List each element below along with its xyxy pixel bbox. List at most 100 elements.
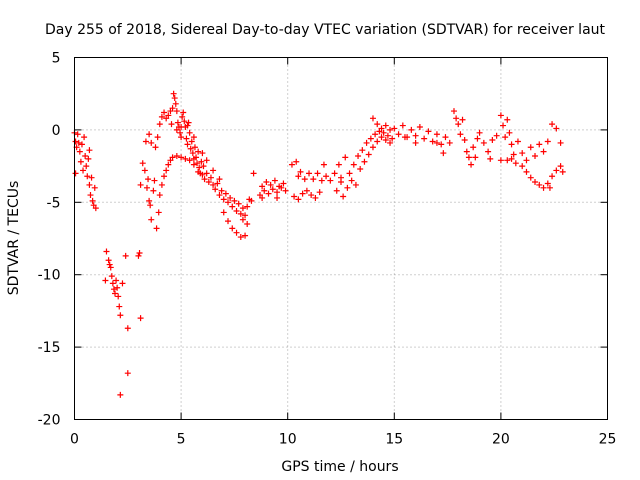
data-point	[72, 138, 79, 145]
data-point	[147, 202, 154, 209]
data-point	[387, 126, 394, 133]
data-point	[474, 135, 481, 142]
data-point	[380, 129, 387, 136]
data-point	[153, 225, 160, 232]
data-point	[186, 129, 193, 136]
data-point	[359, 147, 366, 154]
data-point	[295, 196, 302, 203]
data-point	[463, 148, 470, 155]
x-tick-label: 5	[177, 432, 186, 448]
data-point	[156, 192, 163, 199]
data-point	[271, 177, 278, 184]
data-point	[154, 134, 161, 141]
data-point	[274, 194, 281, 201]
data-point	[169, 105, 176, 112]
data-point	[546, 184, 553, 191]
data-point	[306, 170, 313, 177]
data-point	[468, 161, 475, 168]
data-point	[207, 174, 214, 181]
data-point	[433, 131, 440, 138]
data-point	[450, 108, 457, 115]
data-point	[250, 170, 257, 177]
data-point	[438, 141, 445, 148]
data-point	[378, 134, 385, 141]
data-point	[227, 194, 234, 201]
data-point	[150, 187, 157, 194]
data-point	[310, 176, 317, 183]
data-point	[465, 154, 472, 161]
data-point	[372, 131, 379, 138]
data-point	[171, 95, 178, 102]
y-tick-label: -10	[38, 268, 61, 284]
data-point	[187, 145, 194, 152]
data-point	[340, 193, 347, 200]
data-point	[549, 173, 556, 180]
data-point	[178, 154, 185, 161]
data-point	[186, 157, 193, 164]
data-point	[216, 176, 223, 183]
data-point	[485, 148, 492, 155]
data-point	[235, 200, 242, 207]
y-tick-label: 0	[52, 123, 61, 139]
data-point	[416, 124, 423, 131]
data-point	[301, 176, 308, 183]
data-point	[182, 155, 189, 162]
data-point	[523, 157, 530, 164]
grid	[74, 57, 608, 420]
data-point	[86, 181, 93, 188]
data-point	[212, 186, 219, 193]
data-point	[205, 179, 212, 186]
data-point	[191, 144, 198, 151]
data-point	[532, 152, 539, 159]
data-point	[152, 144, 159, 151]
data-point	[85, 155, 92, 162]
data-point	[161, 109, 168, 116]
data-point	[75, 139, 82, 146]
data-point	[72, 170, 79, 177]
data-point	[119, 280, 126, 287]
data-point	[320, 161, 327, 168]
data-point	[103, 248, 110, 255]
data-point	[116, 303, 123, 310]
data-point	[92, 205, 99, 212]
data-point	[480, 139, 487, 146]
data-point	[220, 209, 227, 216]
data-point	[146, 131, 153, 138]
data-point	[472, 154, 479, 161]
data-point	[179, 113, 186, 120]
data-point	[137, 315, 144, 322]
data-point	[82, 152, 89, 159]
data-point	[174, 119, 181, 126]
data-point	[504, 116, 511, 123]
data-point	[267, 181, 274, 188]
data-point	[352, 181, 359, 188]
data-point	[369, 144, 376, 151]
data-point	[109, 280, 116, 287]
data-point	[342, 154, 349, 161]
data-point	[500, 122, 507, 129]
data-point	[335, 161, 342, 168]
data-point	[459, 116, 466, 123]
data-point	[303, 187, 310, 194]
data-point	[225, 199, 232, 206]
data-point	[504, 157, 511, 164]
data-point	[502, 134, 509, 141]
data-point	[519, 163, 526, 170]
data-point	[544, 138, 551, 145]
data-point	[169, 154, 176, 161]
data-point	[282, 187, 289, 194]
data-point	[161, 173, 168, 180]
data-point	[557, 163, 564, 170]
data-point	[338, 174, 344, 181]
data-point	[107, 264, 114, 271]
data-point	[244, 203, 251, 210]
data-point	[355, 152, 362, 159]
data-point	[489, 137, 496, 144]
data-point	[155, 209, 162, 216]
data-point	[536, 181, 543, 188]
y-tick-label: -15	[38, 340, 61, 356]
data-point	[173, 152, 180, 159]
x-axis-label: GPS time / hours	[281, 459, 398, 475]
data-point	[141, 167, 148, 174]
